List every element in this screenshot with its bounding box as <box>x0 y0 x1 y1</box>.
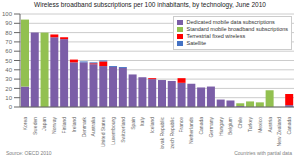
html-text:Standard mobile broadband subs: Standard mobile broadband subscriptions <box>186 26 288 32</box>
svg-text:Sweden: Sweden <box>32 117 38 135</box>
svg-text:100: 100 <box>8 11 13 17</box>
svg-text:Czech Republic: Czech Republic <box>169 117 175 149</box>
html-text:Countries with partial data: Countries with partial data <box>234 150 292 156</box>
svg-text:Hungary: Hungary <box>218 117 224 136</box>
svg-text:50: 50 <box>8 58 13 64</box>
svg-text:Iceland: Iceland <box>149 117 155 133</box>
svg-text:Slovak Republic: Slovak Republic <box>159 117 165 149</box>
svg-text:90: 90 <box>8 20 13 26</box>
svg-text:40: 40 <box>8 67 13 73</box>
svg-text:Germany: Germany <box>208 117 214 138</box>
svg-text:30: 30 <box>8 76 13 82</box>
svg-text:Belgium: Belgium <box>227 117 233 135</box>
svg-text:70: 70 <box>8 39 13 45</box>
svg-text:Austria: Austria <box>267 117 273 133</box>
svg-text:New Zealand: New Zealand <box>276 117 282 147</box>
svg-text:Mexico: Mexico <box>257 117 263 133</box>
html-text:Wireless broadband subscriptio: Wireless broadband subscriptions per 100… <box>34 1 266 8</box>
svg-text:Spain: Spain <box>130 117 136 130</box>
svg-text:Canada: Canada <box>198 117 204 135</box>
html-text:Dedicated mobile data subscrip: Dedicated mobile data subscriptions <box>186 19 275 25</box>
html-text:Terrestrial fixed wireless: Terrestrial fixed wireless <box>186 33 246 39</box>
svg-text:20: 20 <box>8 86 13 92</box>
svg-text:80: 80 <box>8 30 13 36</box>
svg-text:Ireland: Ireland <box>71 117 77 133</box>
svg-text:Japan: Japan <box>41 117 47 131</box>
svg-text:France: France <box>178 117 184 133</box>
svg-text:Netherlands: Netherlands <box>188 117 194 144</box>
svg-text:Luxembourg: Luxembourg <box>110 117 116 145</box>
html-text:Satellite: Satellite <box>186 40 207 46</box>
svg-text:Italy: Italy <box>139 117 145 127</box>
svg-text:10: 10 <box>8 95 13 101</box>
svg-text:Norway: Norway <box>51 117 57 134</box>
svg-text:0: 0 <box>9 104 13 110</box>
html-text:Source: OECD 2010: Source: OECD 2010 <box>6 150 52 156</box>
svg-text:Turkey: Turkey <box>247 117 253 133</box>
svg-text:60: 60 <box>8 48 13 54</box>
svg-text:Australia: Australia <box>90 117 96 137</box>
svg-text:Korea: Korea <box>22 117 28 131</box>
svg-text:Switzerland: Switzerland <box>120 117 126 143</box>
svg-text:Denmark: Denmark <box>81 117 87 138</box>
svg-text:United States: United States <box>100 117 106 148</box>
svg-text:Chile: Chile <box>237 117 243 129</box>
svg-text:Finland: Finland <box>61 117 67 134</box>
svg-text:Canada: Canada <box>286 117 292 135</box>
